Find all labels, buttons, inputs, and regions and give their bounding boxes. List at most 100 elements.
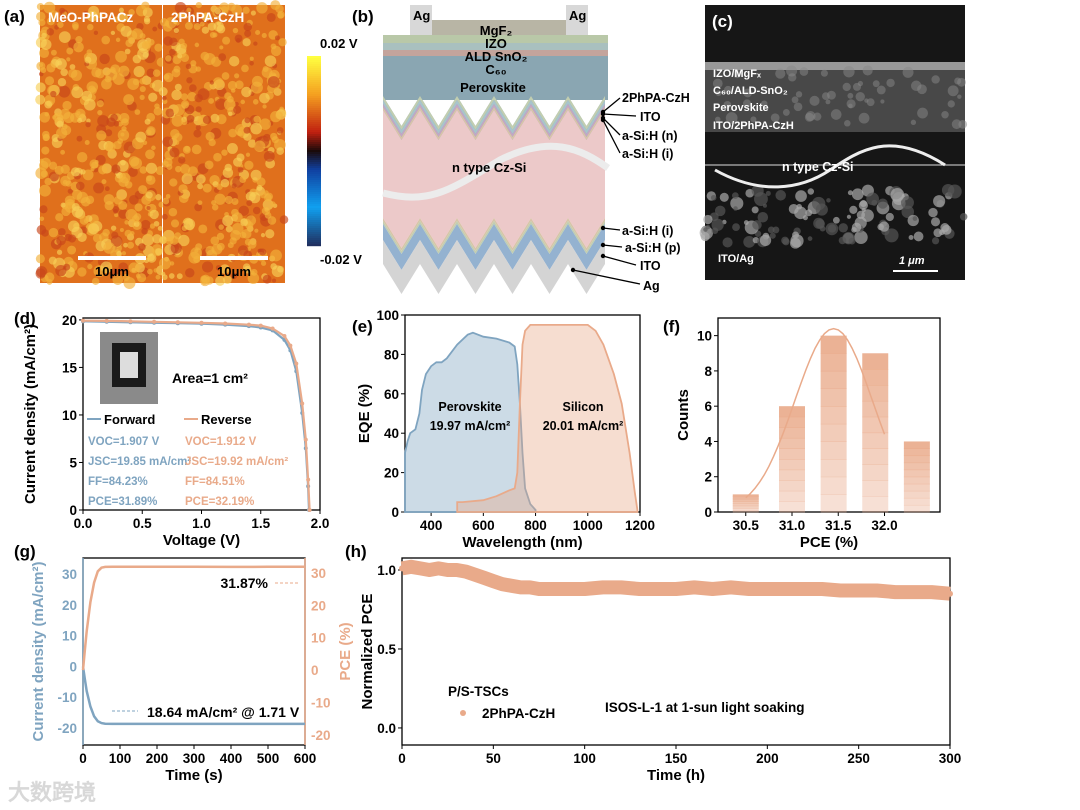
sem-texture [714, 205, 726, 217]
map-grain [137, 72, 142, 77]
map-grain [182, 145, 191, 154]
map-grain [39, 47, 50, 59]
colorbar-segment [307, 162, 321, 165]
colorbar-segment [307, 58, 321, 61]
map-grain [263, 150, 275, 162]
colorbar-segment [307, 240, 321, 243]
ag-contact-left [410, 5, 432, 35]
test-condition-annotation: ISOS-L-1 at 1-sun light soaking [605, 700, 805, 715]
map-grain [36, 3, 45, 11]
colorbar-segment [307, 172, 321, 175]
map-grain [211, 204, 219, 211]
map-grain [251, 75, 263, 87]
histogram-bar-segment [732, 510, 759, 513]
colorbar-segment [307, 226, 321, 229]
stability-point [453, 567, 460, 574]
map-grain [149, 223, 156, 229]
colorbar-segment [307, 204, 321, 207]
histogram-bar-segment [779, 480, 805, 492]
histogram-bar-segment [732, 503, 759, 506]
map-grain [161, 271, 166, 276]
stability-point [435, 565, 442, 572]
histogram-bar-segment [732, 508, 759, 511]
map-grain [245, 152, 251, 157]
y-tick-label: 5 [69, 455, 77, 470]
map-grain [181, 173, 193, 185]
y-tick-label: 10 [697, 329, 712, 344]
colorbar-segment [307, 232, 321, 235]
colorbar-segment [307, 186, 321, 189]
sem-texture [759, 234, 772, 247]
map-grain [38, 160, 49, 171]
x-axis-label: Voltage (V) [163, 532, 240, 549]
sem-texture [700, 232, 710, 242]
sem-texture [762, 203, 767, 208]
map-grain [139, 85, 146, 93]
map-grain [48, 171, 59, 182]
colorbar-segment [307, 234, 321, 237]
stability-point [928, 589, 935, 596]
map-grain [87, 23, 94, 31]
x-tick-label: 0 [79, 751, 87, 766]
callout-dot [570, 267, 576, 273]
sem-texture [825, 99, 831, 105]
map-grain [215, 275, 226, 286]
map-grain [135, 131, 147, 143]
x-tick-label: 50 [486, 751, 501, 766]
sem-texture [719, 192, 729, 202]
colorbar-segment [307, 210, 321, 213]
map-grain [36, 11, 46, 22]
map-grain [138, 243, 146, 251]
layer-label-izo: IZO [485, 36, 507, 51]
jv-point [288, 343, 293, 348]
colorbar-segment [307, 64, 321, 67]
histogram-bar-segment [779, 416, 805, 428]
map-grain [120, 132, 125, 137]
colorbar-segment [307, 194, 321, 197]
map-grain [254, 228, 259, 233]
stability-point [746, 585, 753, 592]
map-grain [57, 21, 64, 28]
x-tick-label: 30.5 [733, 518, 760, 533]
x-tick-label: 31.0 [779, 518, 805, 533]
colorbar-segment [307, 168, 321, 171]
map-grain [194, 42, 200, 48]
map-grain [120, 25, 132, 37]
stability-point [599, 584, 606, 591]
map-grain [71, 86, 84, 99]
colorbar-segment [307, 230, 321, 233]
sem-texture [710, 194, 717, 201]
sem-texture [910, 80, 922, 92]
device-photo-cell [120, 352, 138, 378]
stability-point [526, 584, 533, 591]
map-grain [152, 26, 158, 32]
histogram-bar-segment [862, 385, 889, 402]
map-grain [264, 55, 277, 67]
map-grain [43, 1, 56, 14]
sem-texture [941, 110, 949, 119]
histogram-bar-segment [862, 464, 889, 481]
histogram-bar-segment [903, 504, 930, 513]
map-grain [86, 118, 91, 124]
sem-texture [848, 237, 856, 245]
perovskite-layer [383, 56, 608, 100]
layer-label-asih-i-top: a-Si:H (i) [622, 147, 673, 161]
colorbar [307, 56, 321, 247]
layer-label-sno2: ALD SnO₂ [465, 49, 528, 64]
map-grain [132, 78, 140, 86]
map-grain [274, 138, 286, 151]
map-grain [61, 206, 71, 217]
map-title-2: 2PhPA-CzH [171, 10, 244, 25]
map-grain [121, 251, 127, 256]
plot-frame [717, 317, 941, 513]
map-grain [128, 9, 135, 16]
map-grain [187, 166, 198, 177]
map-grain [173, 133, 183, 142]
map-grain [234, 73, 240, 79]
map-grain [145, 175, 156, 185]
map-grain [162, 95, 167, 101]
map-grain [185, 63, 192, 70]
map-grain [50, 90, 57, 98]
colorbar-segment [307, 236, 321, 239]
sem-texture [951, 119, 962, 130]
